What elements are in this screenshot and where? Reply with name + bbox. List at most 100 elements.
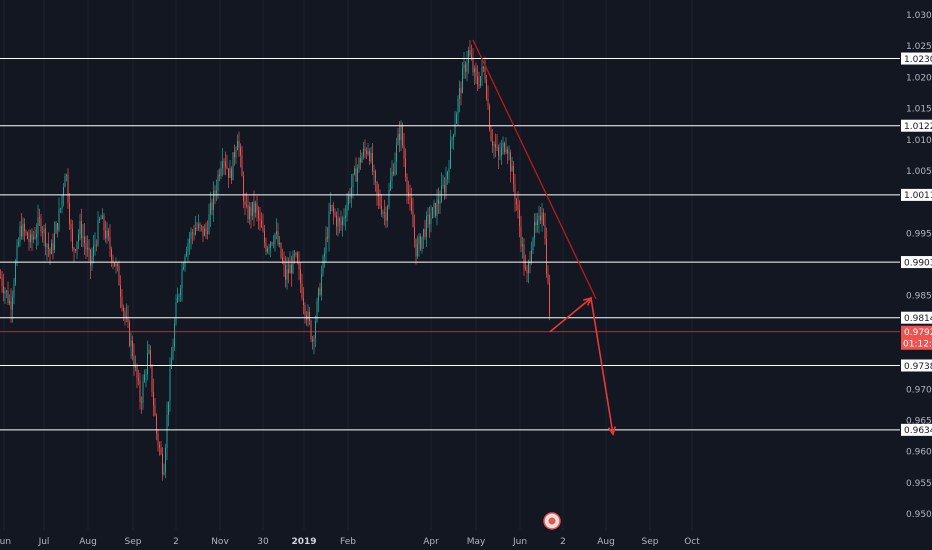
candle-body [532, 238, 534, 251]
candle-body [15, 262, 16, 284]
candle-body [76, 241, 78, 251]
chart-grid [3, 0, 693, 530]
candle-body [469, 49, 471, 56]
candle-body [267, 248, 268, 252]
level-label: 0.99039 [904, 258, 932, 268]
candle-body [88, 247, 90, 250]
candle-body [268, 247, 270, 249]
candle-body [228, 168, 229, 178]
candle-body [78, 234, 79, 242]
candle-body [243, 176, 244, 202]
candle-body [373, 171, 375, 172]
candle-body [69, 203, 70, 224]
y-tick-label: 0.95500 [906, 479, 932, 489]
candle-body [504, 142, 505, 153]
candle-body [36, 233, 37, 238]
candle-body [385, 212, 387, 221]
x-tick-label: Feb [340, 537, 356, 547]
candle-body [342, 218, 343, 226]
candle-body [64, 175, 66, 188]
candle-body [393, 171, 394, 175]
candle-body [130, 340, 132, 346]
candle-body [81, 221, 82, 238]
candle-body [489, 105, 490, 130]
candle-body [327, 237, 328, 239]
candle-body [192, 232, 193, 234]
candle-body [177, 297, 178, 303]
level-label: 1.02302 [904, 55, 932, 65]
event-marker[interactable] [543, 512, 561, 530]
candle-body [343, 217, 345, 219]
candle-body [120, 285, 121, 297]
level-label-bg [901, 119, 932, 132]
candle-body [418, 236, 420, 245]
y-tick-label: 0.96500 [906, 416, 932, 426]
candle-body [303, 298, 304, 306]
candle-body [529, 262, 531, 264]
time-axis[interactable]: Jun Jul Aug Sep 2 Nov 30 2019 Feb Apr May Jun 2 Aug Se… [0, 537, 700, 547]
candle-body [465, 64, 466, 72]
candle-body [198, 223, 199, 229]
y-tick-label: 1.01000 [906, 136, 932, 146]
candle-body [376, 181, 378, 194]
horizontal-levels[interactable]: 1.02302 1.01225 1.00116 0.99039 0.98147 0.973… [0, 52, 932, 437]
candle-body [291, 264, 292, 274]
candle-body [435, 203, 436, 216]
candle-body [259, 218, 261, 221]
candle-body [285, 265, 286, 280]
candle-body [432, 207, 433, 219]
candle-body [450, 140, 451, 168]
candle-body [249, 206, 250, 220]
candle-body [307, 311, 309, 320]
candle-body [172, 346, 174, 360]
projection-arrow[interactable] [549, 296, 617, 436]
candle-body [292, 253, 294, 274]
candle-body [477, 76, 478, 85]
candle-body [1, 277, 3, 286]
candle-body [535, 222, 537, 226]
candle-body [319, 288, 321, 295]
candle-body [108, 230, 109, 237]
candle-body [66, 174, 67, 176]
candle-body [153, 392, 154, 406]
candle-body [417, 244, 418, 257]
y-tick-label: 1.01500 [906, 105, 932, 115]
candle-body [49, 249, 51, 255]
candle-body [255, 203, 256, 213]
candle-body [223, 161, 225, 163]
candle-body [528, 262, 529, 274]
y-tick-label: 0.96000 [906, 448, 932, 458]
candle-body [543, 212, 544, 225]
candle-body [531, 250, 532, 264]
candle-body [4, 291, 6, 294]
candle-body [57, 223, 58, 231]
candle-body [415, 238, 417, 257]
candle-body [391, 171, 393, 181]
candle-body [448, 167, 450, 172]
candle-body [318, 288, 319, 301]
trendline[interactable] [472, 39, 597, 300]
candle-body [237, 141, 238, 150]
candle-body [127, 316, 129, 323]
candle-body [442, 185, 444, 186]
candle-body [364, 148, 366, 151]
candle-body [67, 174, 69, 204]
candle-body [426, 216, 427, 237]
candle-body [156, 415, 157, 434]
candle-body [264, 231, 265, 243]
candle-body [316, 300, 318, 321]
candle-body [154, 405, 156, 416]
candle-body [549, 282, 550, 316]
candle-body [109, 236, 111, 249]
candle-body [124, 311, 126, 317]
candle-body [315, 320, 316, 339]
candle-body [367, 151, 369, 155]
candle-body [358, 158, 360, 169]
x-tick-label: Sep [125, 537, 142, 547]
price-axis[interactable]: 1.03000 1.02500 1.02000 1.01500 1.01000 1.005… [906, 11, 932, 520]
candle-body [204, 228, 205, 236]
candle-body [312, 339, 313, 342]
candle-body [85, 242, 87, 250]
